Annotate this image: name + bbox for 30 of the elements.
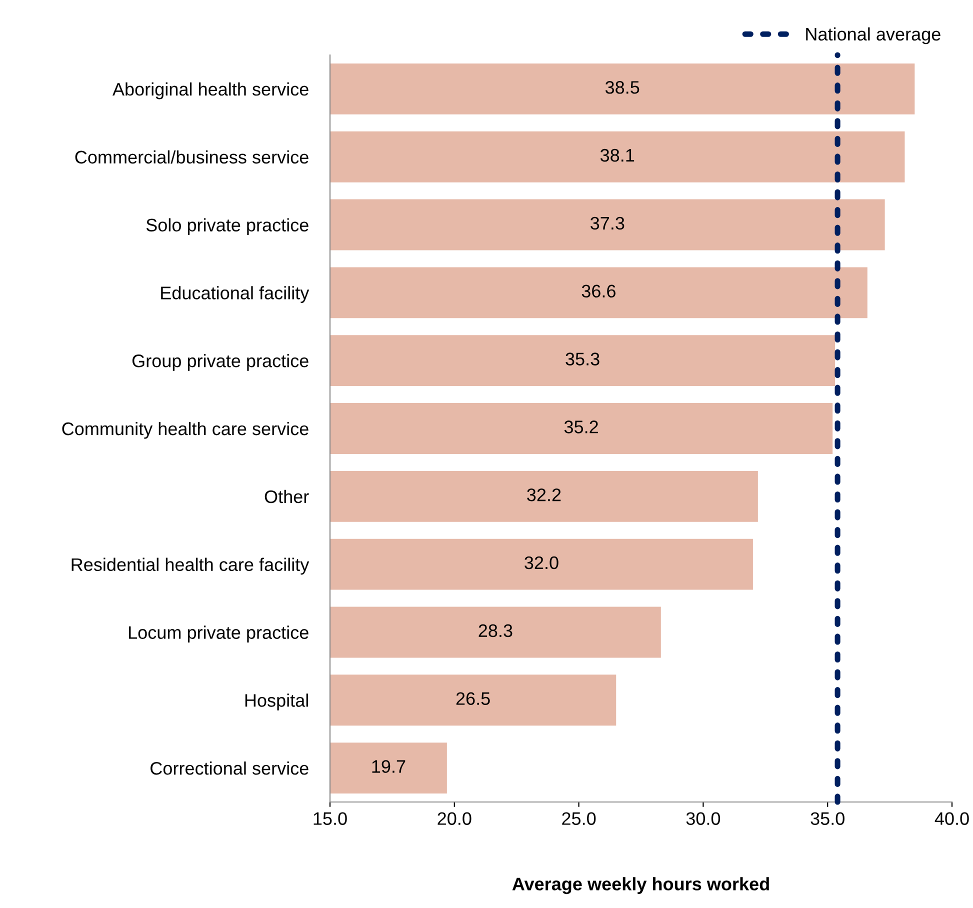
- x-tick-label: 35.0: [810, 812, 844, 825]
- data-label: 38.1: [600, 148, 634, 162]
- x-tick-label: 25.0: [562, 812, 596, 825]
- data-label: 35.3: [566, 352, 600, 366]
- y-tick-label: Solo private practice: [146, 218, 308, 236]
- x-tick-label: 40.0: [934, 812, 969, 825]
- y-tick-label: Group private practice: [132, 354, 308, 371]
- y-tick-label: Residential health care facility: [72, 558, 310, 575]
- y-tick-label: Aboriginal health service: [112, 82, 308, 100]
- y-tick-label: Hospital: [245, 694, 308, 710]
- data-label: 28.3: [478, 624, 512, 638]
- y-tick-label: Correctional service: [150, 762, 308, 775]
- data-label: 36.6: [582, 284, 616, 298]
- data-label: 38.5: [605, 81, 640, 94]
- y-tick-label: Locum private practice: [129, 626, 308, 643]
- y-tick-label: Community health care service: [62, 422, 308, 439]
- y-tick-label: Other: [264, 490, 309, 504]
- legend-label: National average: [806, 27, 940, 44]
- x-axis-title: Average weekly hours worked: [512, 877, 769, 894]
- y-tick-label: Commercial/business service: [75, 150, 308, 164]
- x-tick-label: 15.0: [314, 812, 347, 825]
- data-label: 26.5: [456, 692, 490, 705]
- data-label: 32.2: [527, 488, 561, 502]
- x-tick-label: 20.0: [438, 812, 472, 825]
- data-label: 37.3: [590, 216, 624, 230]
- y-tick-label: Educational facility: [161, 286, 310, 303]
- data-label: 35.2: [564, 420, 598, 434]
- data-label: 32.0: [524, 556, 558, 570]
- data-label: 19.7: [372, 760, 406, 773]
- x-tick-label: 30.0: [686, 812, 720, 825]
